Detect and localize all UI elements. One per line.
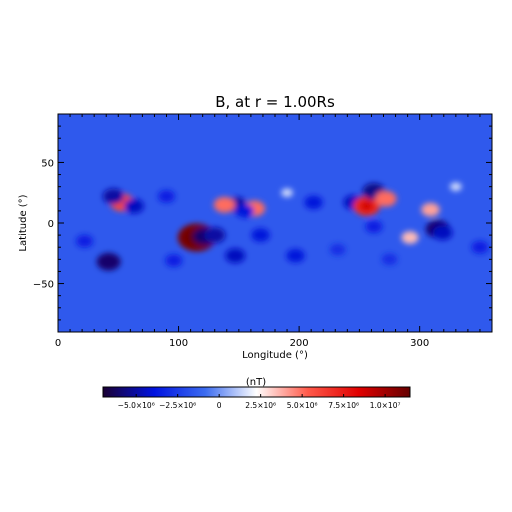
- heatmap-feature: [471, 240, 489, 254]
- heatmap-feature: [251, 228, 270, 242]
- chart-title: B, at r = 1.00Rs: [215, 93, 335, 111]
- heatmap-feature: [381, 253, 398, 266]
- heatmap-feature: [281, 188, 293, 198]
- heatmap-feature: [286, 248, 305, 263]
- colorbar-tick-label: −2.5×10⁶: [159, 401, 196, 410]
- y-tick-label: −50: [33, 280, 54, 291]
- heatmap-feature: [329, 243, 346, 256]
- heatmap-feature: [421, 202, 440, 217]
- heatmap-background: [58, 114, 492, 332]
- colorbar-tick-label: 2.5×10⁶: [245, 401, 276, 410]
- x-tick-label: 200: [290, 338, 309, 349]
- heatmap-feature: [304, 195, 323, 210]
- x-tick-label: 0: [55, 338, 61, 349]
- heatmap-feature-core: [359, 200, 374, 212]
- colorbar-tick-label: −5.0×10⁶: [118, 401, 155, 410]
- x-axis-label: Longitude (°): [242, 350, 308, 361]
- colorbar: −5.0×10⁶ −2.5×10⁶ 0 2.5×10⁶ 5.0×10⁶ 7.5×10⁶ 1.…: [102, 386, 411, 410]
- heatmap-feature: [235, 204, 255, 218]
- heatmap-feature: [450, 182, 462, 191]
- colorbar-tick-label: 7.5×10⁶: [328, 401, 359, 410]
- heatmap-feature: [213, 196, 235, 213]
- heatmap-feature: [375, 190, 397, 207]
- y-tick-label: 0: [48, 219, 54, 230]
- heatmap-feature: [401, 231, 419, 244]
- heatmap-feature: [432, 225, 453, 241]
- heatmap-feature: [365, 220, 383, 233]
- y-tick-label: 50: [41, 158, 54, 169]
- heatmap-feature: [225, 248, 246, 264]
- x-tick-label: 300: [410, 338, 429, 349]
- colorbar-tick-label: 1.0×10⁷: [370, 401, 401, 410]
- heatmap-feature: [157, 190, 176, 203]
- y-axis: −50 0 50: [33, 125, 492, 321]
- heatmap-feature: [165, 254, 183, 267]
- heatmap-feature: [102, 188, 125, 205]
- heatmap-feature: [204, 227, 226, 243]
- colorbar-label: (nT): [246, 377, 266, 388]
- colorbar-tick-label: 5.0×10⁶: [287, 401, 318, 410]
- x-axis: 0 100 200 300: [55, 114, 481, 349]
- heatmap-feature: [96, 252, 121, 271]
- heatmap-feature: [124, 198, 144, 214]
- colorbar-bar: [102, 386, 411, 398]
- heatmap-feature: [75, 234, 94, 248]
- colorbar-tick-label: 0: [217, 401, 222, 410]
- x-tick-label: 100: [169, 338, 188, 349]
- plot-area: [57, 113, 493, 333]
- y-axis-label: Latitude (°): [18, 194, 29, 251]
